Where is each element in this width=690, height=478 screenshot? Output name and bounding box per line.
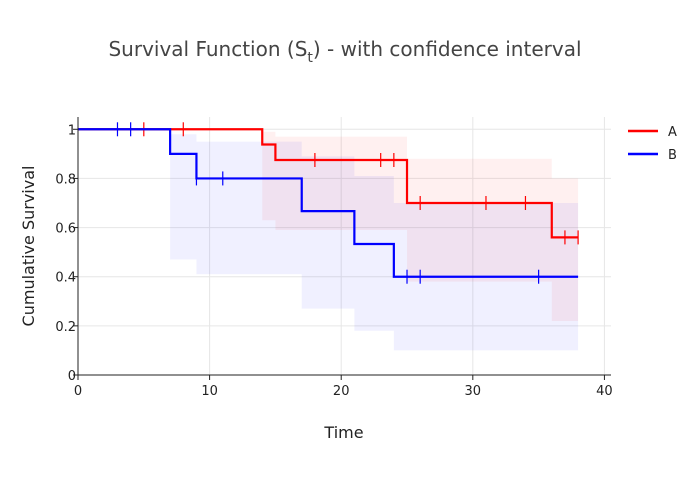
- y-tick-label: 1: [68, 123, 76, 138]
- legend-item-b[interactable]: B: [628, 148, 677, 163]
- confidence-band-b: [78, 129, 579, 351]
- y-tick-label: 0.6: [55, 222, 76, 237]
- axes: 0 10 20 30 40 0 0.2 0.4 0.6 0.8 1: [55, 117, 613, 399]
- chart-title-tail: ) - with confidence interval: [313, 37, 582, 61]
- chart-title-text: Survival Function (S: [108, 37, 307, 61]
- legend-item-a[interactable]: A: [628, 125, 677, 140]
- survival-line-a: [78, 128, 579, 239]
- y-tick-label: 0.2: [55, 320, 76, 335]
- y-axis-label: Cumulative Survival: [19, 166, 38, 327]
- x-tick-label: 40: [596, 384, 613, 399]
- legend: A B: [628, 125, 677, 163]
- y-tick-label: 0.8: [55, 172, 76, 187]
- x-axis-label: Time: [323, 423, 363, 442]
- x-tick-label: 30: [465, 384, 482, 399]
- confidence-band-a: [78, 129, 579, 321]
- y-tick-label: 0.4: [55, 271, 76, 286]
- legend-label-b: B: [668, 148, 677, 163]
- survival-line-b: [78, 128, 579, 278]
- chart-title-subscript: t: [307, 50, 313, 66]
- confidence-bands: [78, 129, 579, 351]
- legend-label-a: A: [668, 125, 677, 140]
- chart-title: Survival Function (St) - with confidence…: [108, 37, 581, 66]
- survival-lines: [78, 122, 579, 284]
- y-tick-label: 0: [68, 369, 76, 384]
- x-tick-label: 10: [201, 384, 218, 399]
- x-tick-label: 0: [74, 384, 82, 399]
- grid: [78, 117, 611, 375]
- x-tick-label: 20: [333, 384, 350, 399]
